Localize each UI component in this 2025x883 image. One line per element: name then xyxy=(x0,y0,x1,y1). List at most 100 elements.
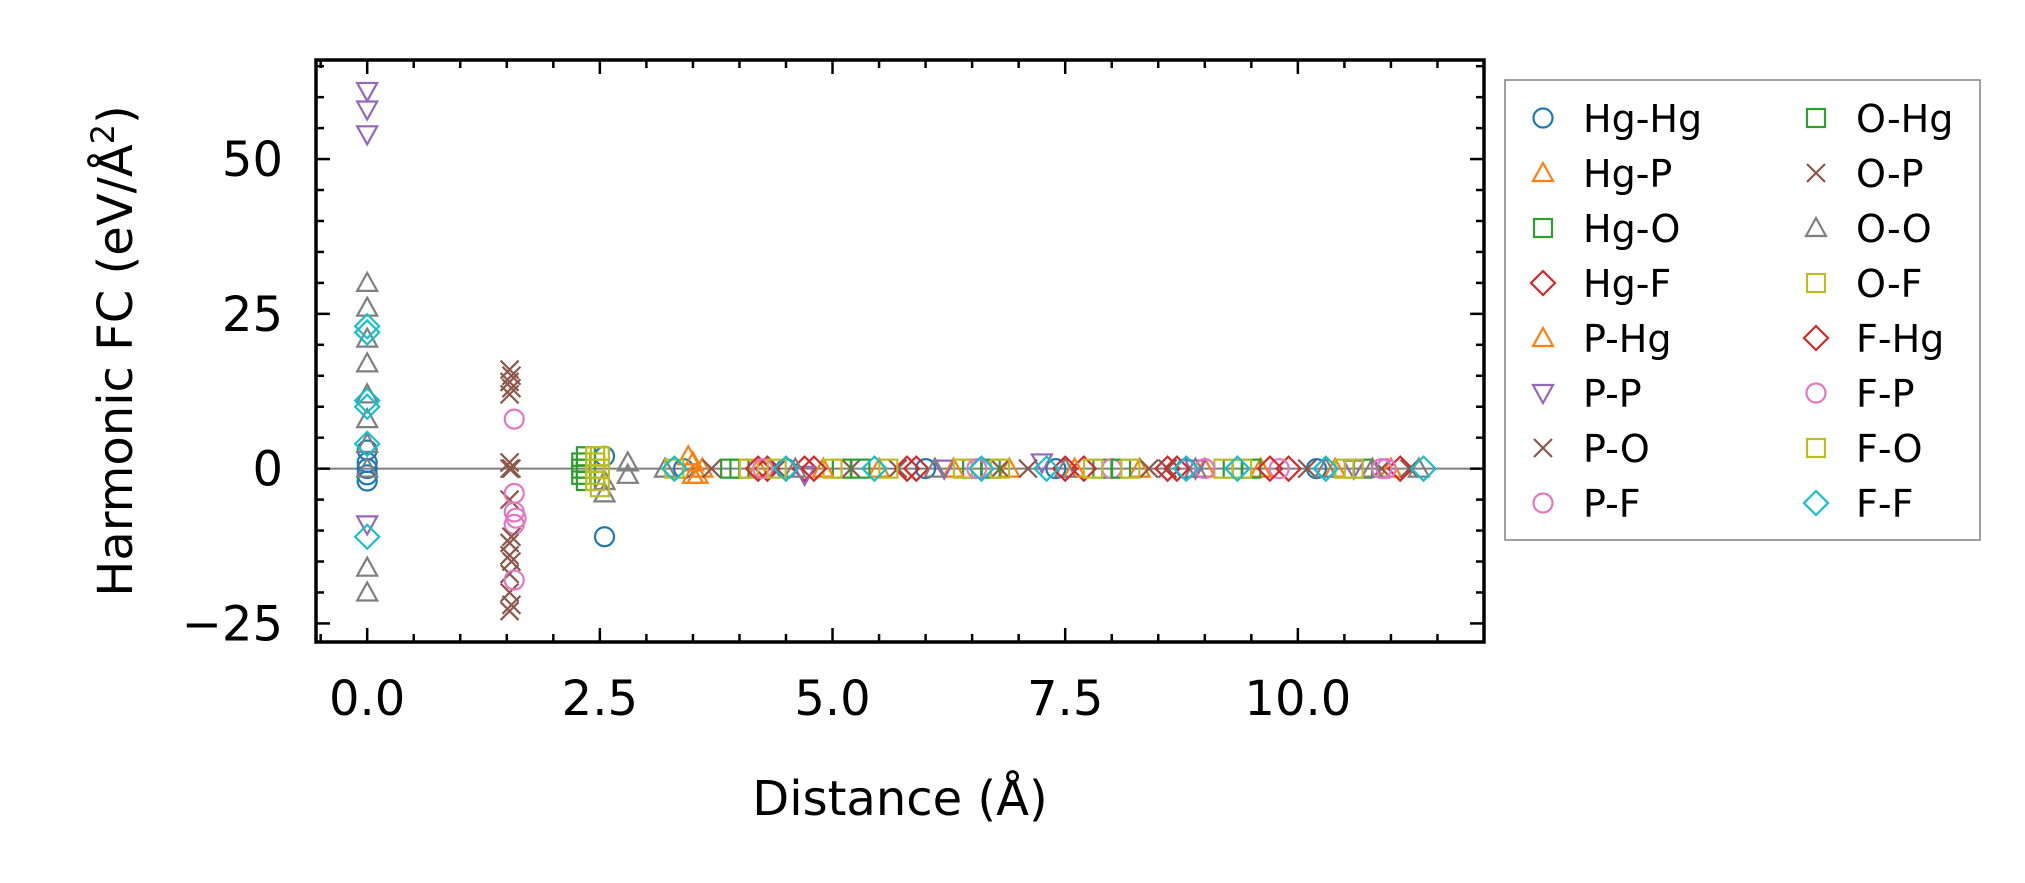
data-point-p-hg xyxy=(676,443,701,466)
data-point-f-f xyxy=(353,430,381,458)
data-point-o-o xyxy=(615,462,640,484)
data-point-o-f xyxy=(952,458,973,479)
data-point-p-f xyxy=(503,569,525,591)
data-point-o-o xyxy=(355,431,380,453)
legend-label-f-o: F-O xyxy=(1856,427,1923,471)
legend: Hg-Hg Hg-P Hg-O Hg-F P-Hg P-P P-O P-F O-Hg O-P O-O… xyxy=(1504,79,1981,541)
data-point-f-f xyxy=(353,393,381,421)
data-point-p-o xyxy=(499,545,520,566)
data-point-o-o xyxy=(355,270,380,292)
x-tick-label: 0.0 xyxy=(329,671,405,727)
y-axis-label: Harmonic FC (eV/Å2) xyxy=(84,105,144,597)
legend-marker-f-p xyxy=(1805,382,1827,404)
legend-marker-o-hg xyxy=(1805,107,1827,129)
data-point-p-o xyxy=(701,458,722,479)
data-point-o-o xyxy=(1183,456,1208,478)
data-point-p-p xyxy=(932,459,957,481)
legend-marker-hg-f xyxy=(1529,269,1557,297)
data-point-o-p xyxy=(1157,458,1178,479)
data-point-p-f xyxy=(503,408,525,430)
axis-tick-labels: 0.0 2.5 5.0 7.5 10.0 −25 0 25 50 xyxy=(182,132,1352,727)
data-point-o-p xyxy=(501,458,522,479)
y-axis-label-close: ) xyxy=(88,105,144,124)
data-point-o-p xyxy=(501,551,522,572)
data-point-f-o xyxy=(1343,458,1364,479)
y-axis-label-main: Harmonic FC (eV/Å xyxy=(87,144,144,597)
data-point-hg-f xyxy=(791,455,819,483)
data-point-f-o xyxy=(1231,458,1253,479)
data-point-p-o xyxy=(499,489,520,510)
legend-label-p-p: P-P xyxy=(1583,372,1642,416)
data-point-o-p xyxy=(1018,458,1038,479)
series-o-p xyxy=(501,365,1420,615)
series-f-o xyxy=(589,446,1364,498)
data-point-o-p xyxy=(501,526,522,547)
data-point-p-p xyxy=(355,81,380,104)
data-point-f-hg xyxy=(1256,455,1284,483)
legend-marker-f-o xyxy=(1805,437,1827,459)
data-point-f-f xyxy=(1312,455,1340,483)
y-tick-label: −25 xyxy=(182,596,283,652)
legend-label-p-hg: P-Hg xyxy=(1583,317,1672,361)
legend-marker-o-o xyxy=(1804,215,1828,238)
data-point-hg-hg xyxy=(914,458,937,480)
legend-label-p-f: P-F xyxy=(1583,482,1641,526)
data-point-p-o xyxy=(1139,458,1159,479)
series-p-f xyxy=(503,408,1397,591)
series-hg-f xyxy=(753,455,1414,483)
data-point-f-p xyxy=(505,507,527,529)
data-point-o-o xyxy=(355,326,380,348)
legend-label-p-o: P-O xyxy=(1583,427,1650,471)
series-p-o xyxy=(499,359,1392,621)
legend-box xyxy=(1504,79,1981,541)
legend-label-f-hg: F-Hg xyxy=(1856,317,1944,361)
x-tick-label: 10.0 xyxy=(1244,671,1351,727)
data-point-f-f xyxy=(967,455,995,483)
data-point-f-o xyxy=(589,446,610,467)
legend-label-f-p: F-P xyxy=(1856,372,1914,416)
data-point-p-o xyxy=(499,601,520,621)
data-point-o-o xyxy=(1053,456,1078,478)
data-point-p-p xyxy=(355,515,380,537)
series-f-f xyxy=(353,312,1438,551)
legend-label-hg-hg: Hg-Hg xyxy=(1583,97,1702,141)
data-points-layer xyxy=(316,81,1484,621)
data-point-hg-hg xyxy=(1045,458,1067,480)
legend-label-o-o: O-O xyxy=(1856,207,1932,251)
data-point-f-p xyxy=(1194,458,1216,480)
data-point-p-o xyxy=(499,452,520,473)
data-point-o-f xyxy=(822,458,843,479)
series-f-p xyxy=(505,458,1393,529)
legend-marker-hg-o xyxy=(1532,217,1554,239)
data-point-o-f xyxy=(1083,458,1104,479)
data-point-f-hg xyxy=(800,455,828,483)
data-point-f-f xyxy=(660,455,688,483)
data-point-p-o xyxy=(499,458,520,479)
legend-label-o-p: O-P xyxy=(1856,152,1924,196)
data-point-hg-hg xyxy=(356,470,378,492)
y-tick-label: 50 xyxy=(222,132,283,188)
legend-marker-f-hg xyxy=(1802,324,1830,352)
series-f-hg xyxy=(744,455,1284,483)
data-point-f-f xyxy=(772,455,800,483)
data-point-f-o xyxy=(1120,458,1141,479)
legend-marker-hg-hg xyxy=(1532,107,1554,129)
data-point-hg-hg xyxy=(593,526,616,548)
data-point-p-p xyxy=(355,125,380,147)
data-point-o-o xyxy=(355,456,380,478)
legend-marker-p-f xyxy=(1532,492,1554,514)
data-point-f-f xyxy=(1172,455,1200,483)
data-point-hg-f xyxy=(902,455,930,483)
axis-ticks xyxy=(316,60,1486,642)
x-tick-label: 2.5 xyxy=(562,671,638,727)
data-point-o-o xyxy=(355,580,380,602)
legend-marker-p-hg xyxy=(1531,325,1555,348)
plot-frame xyxy=(314,58,1486,644)
data-point-o-o xyxy=(355,406,380,429)
data-point-f-p xyxy=(966,458,988,480)
data-point-hg-f xyxy=(1154,455,1182,483)
x-axis-label: Distance (Å) xyxy=(752,770,1047,827)
x-tick-label: 5.0 xyxy=(794,671,870,727)
data-point-hg-f xyxy=(1070,455,1098,483)
